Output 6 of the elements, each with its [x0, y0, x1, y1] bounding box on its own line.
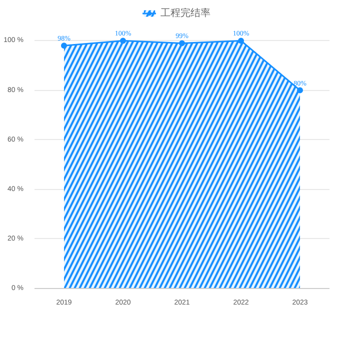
point [120, 38, 126, 44]
point [61, 42, 67, 49]
legend-label: 工程完结率 [160, 7, 210, 20]
point [179, 40, 185, 46]
point [238, 38, 244, 44]
point [297, 87, 303, 94]
